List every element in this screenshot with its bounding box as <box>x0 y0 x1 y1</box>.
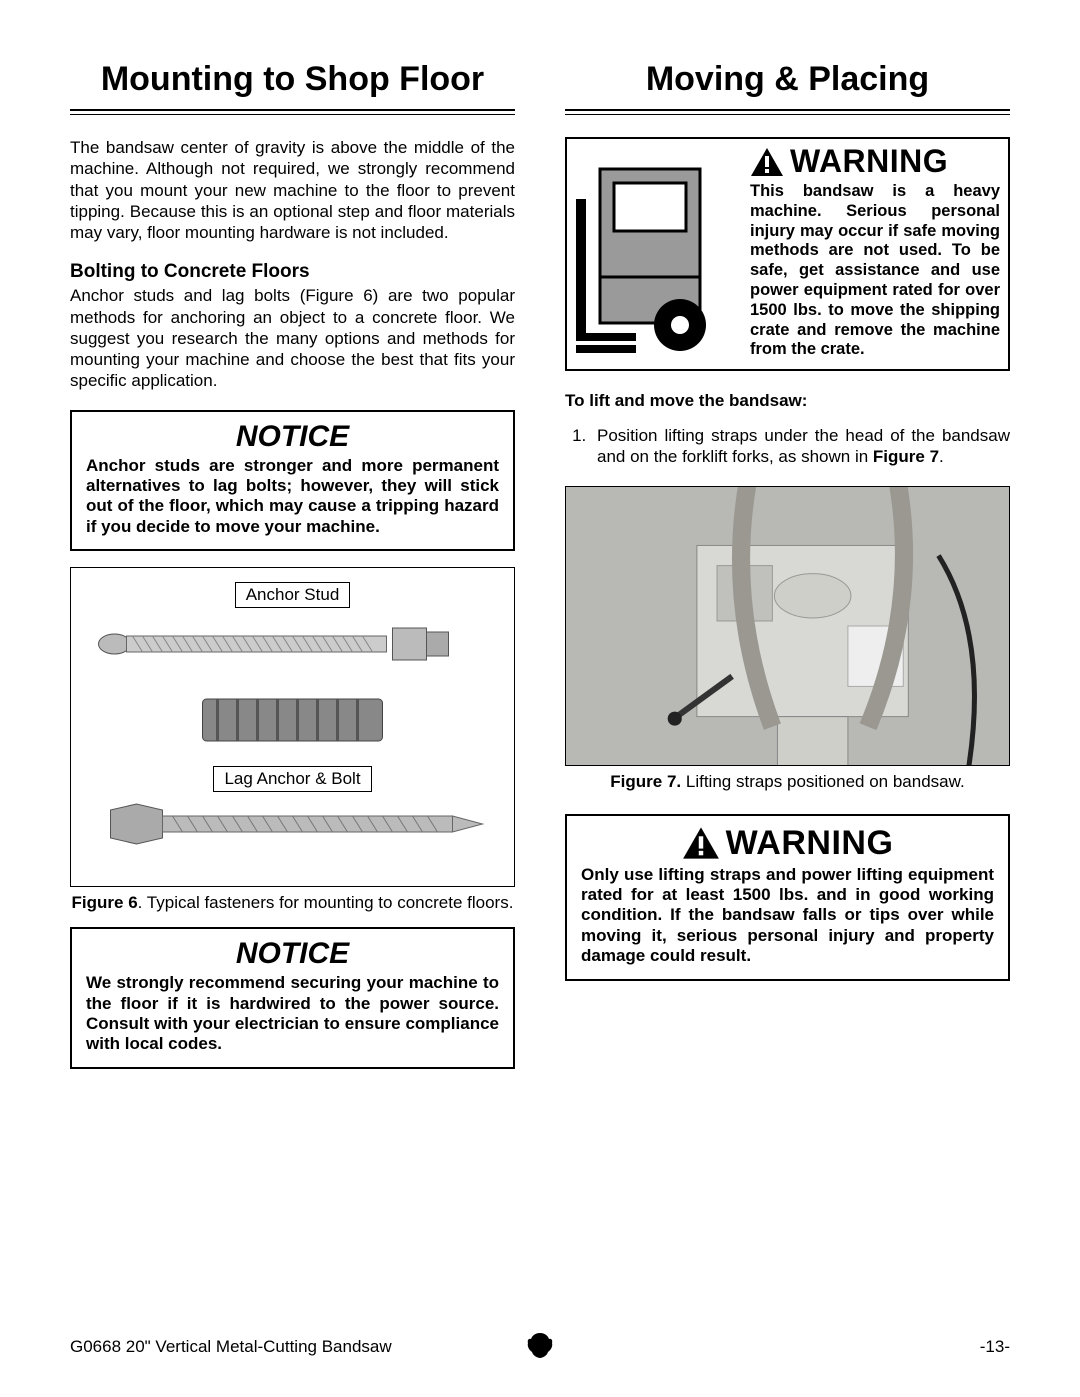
notice-title: NOTICE <box>86 420 499 454</box>
figure-6-caption: Figure 6. Typical fasteners for mounting… <box>70 893 515 913</box>
intro-paragraph: The bandsaw center of gravity is above t… <box>70 137 515 243</box>
warning-box-2: WARNING Only use lifting straps and powe… <box>565 814 1010 981</box>
notice-box-2: NOTICE We strongly recommend securing yo… <box>70 927 515 1069</box>
bolting-paragraph: Anchor studs and lag bolts (Figure 6) ar… <box>70 285 515 391</box>
warning-triangle-icon <box>750 147 784 177</box>
footer-model: G0668 20" Vertical Metal-Cutting Bandsaw <box>70 1337 392 1357</box>
divider <box>565 109 1010 111</box>
step-1-period: . <box>939 447 944 466</box>
lift-lead: To lift and move the bandsaw: <box>565 391 1010 411</box>
warning-text: This bandsaw is a heavy machine. Serious… <box>750 182 1000 360</box>
notice-box-1: NOTICE Anchor studs are stronger and mor… <box>70 410 515 552</box>
bear-icon <box>525 1330 555 1360</box>
warning-text: Only use lifting straps and power liftin… <box>581 865 994 967</box>
notice-text: Anchor studs are stronger and more perma… <box>86 456 499 538</box>
forklift-warning-box: WARNING This bandsaw is a heavy machine.… <box>565 137 1010 371</box>
footer-logo <box>525 1330 555 1365</box>
page-footer: G0668 20" Vertical Metal-Cutting Bandsaw… <box>70 1337 1010 1357</box>
figure-6-caption-bold: Figure 6 <box>72 893 138 912</box>
notice-text: We strongly recommend securing your mach… <box>86 973 499 1055</box>
warning-title: WARNING <box>790 143 948 180</box>
divider <box>70 114 515 115</box>
section-heading-mounting: Mounting to Shop Floor <box>70 60 515 99</box>
step-1: Position lifting straps under the head o… <box>591 425 1010 468</box>
figure-7-caption: Figure 7. Lifting straps positioned on b… <box>565 772 1010 792</box>
step-1-text: Position lifting straps under the head o… <box>597 426 1010 466</box>
lag-anchor-illustration <box>85 685 500 755</box>
figure-7-caption-bold: Figure 7. <box>610 772 681 791</box>
lag-anchor-label: Lag Anchor & Bolt <box>213 766 371 792</box>
figure-6: Anchor Stud Lag Anchor & Bolt <box>70 567 515 887</box>
divider <box>70 109 515 111</box>
lag-bolt-illustration <box>85 798 500 853</box>
steps-list: Position lifting straps under the head o… <box>565 425 1010 468</box>
warning-triangle-icon <box>682 826 720 860</box>
anchor-stud-label: Anchor Stud <box>235 582 351 608</box>
figure-7-caption-text: Lifting straps positioned on bandsaw. <box>681 772 965 791</box>
notice-title: NOTICE <box>86 937 499 971</box>
divider <box>565 114 1010 115</box>
section-heading-moving: Moving & Placing <box>565 60 1010 99</box>
subheading-bolting: Bolting to Concrete Floors <box>70 261 515 283</box>
figure-6-caption-text: . Typical fasteners for mounting to conc… <box>138 893 514 912</box>
anchor-stud-illustration <box>85 614 500 674</box>
warning-title: WARNING <box>726 824 894 863</box>
figure-7-photo <box>565 486 1010 766</box>
footer-page-number: -13- <box>980 1337 1010 1357</box>
step-1-figref: Figure 7 <box>873 447 939 466</box>
forklift-icon <box>572 139 737 369</box>
